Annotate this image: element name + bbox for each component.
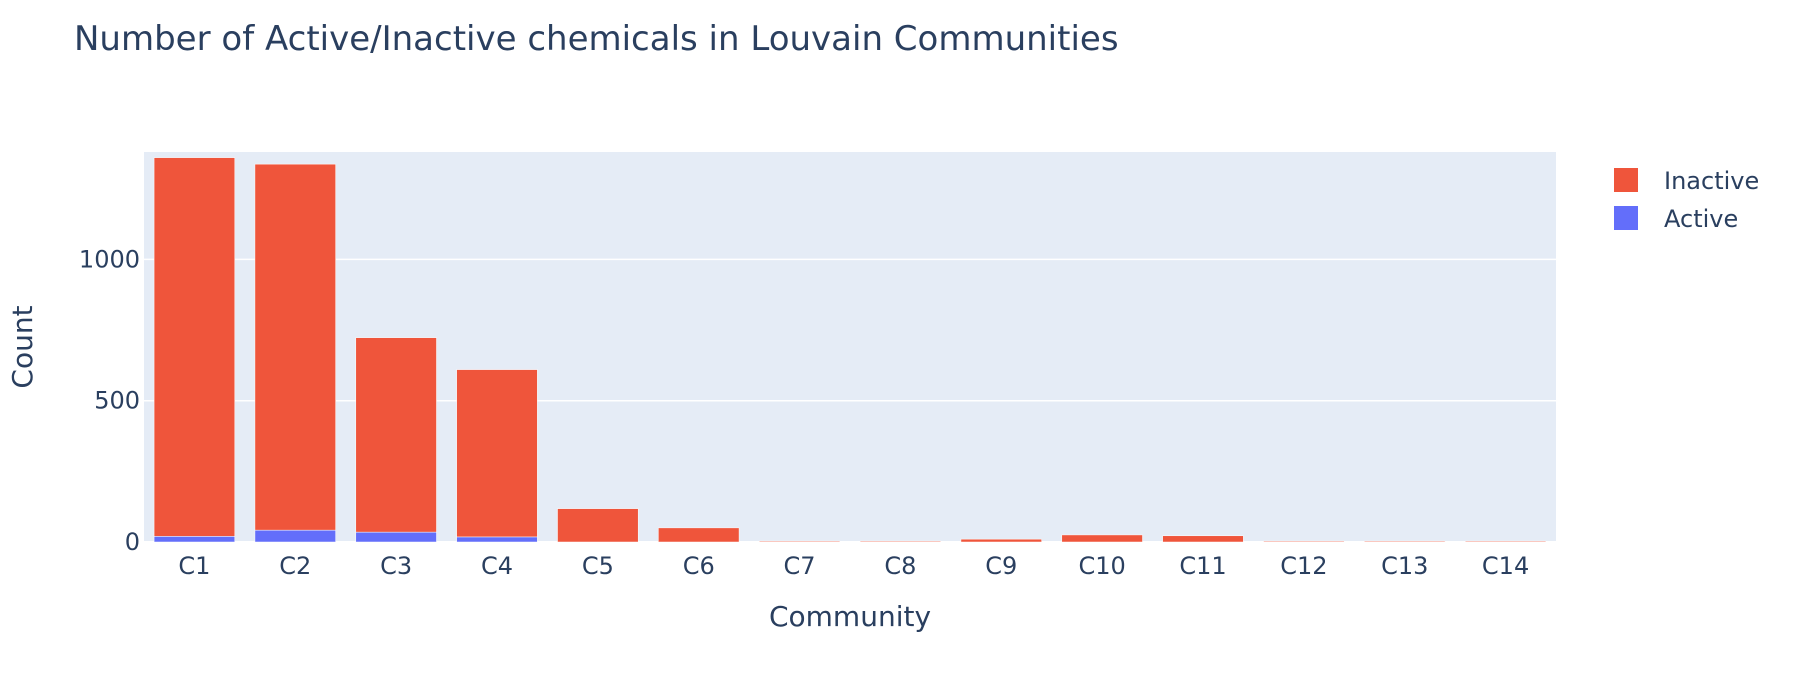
bar-inactive-c4[interactable] — [456, 369, 538, 538]
y-tick-label: 0 — [125, 528, 140, 556]
bar-inactive-c2[interactable] — [254, 163, 336, 531]
bar-active-c4[interactable] — [456, 536, 538, 543]
y-axis-ticks: 0 500 1000 — [79, 245, 140, 556]
x-tick-label: C4 — [481, 552, 513, 580]
y-tick-label: 1000 — [79, 245, 140, 273]
bar-inactive-c9[interactable] — [960, 538, 1042, 543]
legend-label: Inactive — [1664, 167, 1759, 195]
legend-swatch — [1614, 206, 1638, 230]
bar-inactive-c11[interactable] — [1162, 535, 1244, 543]
x-tick-label: C11 — [1179, 552, 1226, 580]
x-axis-ticks: C1 C2 C3 C4 C5 C6 C7 C8 C9 C10 C11 C12 C13 C14 — [178, 552, 1529, 580]
bar-active-c2[interactable] — [254, 529, 336, 543]
bar-inactive-c8[interactable] — [859, 540, 942, 543]
y-tick-label: 500 — [94, 387, 140, 415]
chart-title: Number of Active/Inactive chemicals in L… — [74, 19, 1119, 59]
bar-inactive-c5[interactable] — [557, 508, 639, 543]
x-tick-label: C13 — [1381, 552, 1428, 580]
x-tick-label: C3 — [380, 552, 412, 580]
x-tick-label: C1 — [178, 552, 210, 580]
x-tick-label: C8 — [884, 552, 916, 580]
x-tick-label: C6 — [683, 552, 715, 580]
bars — [153, 157, 1547, 543]
bar-inactive-c13[interactable] — [1364, 540, 1446, 543]
x-tick-label: C14 — [1482, 552, 1529, 580]
bar-active-c1[interactable] — [153, 536, 236, 543]
x-tick-label: C12 — [1280, 552, 1327, 580]
legend-item-inactive[interactable]: Inactive — [1614, 167, 1759, 195]
x-tick-label: C7 — [784, 552, 816, 580]
legend[interactable]: Inactive Active — [1614, 167, 1759, 233]
bar-inactive-c1[interactable] — [153, 157, 236, 537]
x-tick-label: C10 — [1078, 552, 1125, 580]
bar-active-c3[interactable] — [355, 531, 437, 543]
bar-inactive-c14[interactable] — [1464, 540, 1547, 543]
x-tick-label: C9 — [985, 552, 1017, 580]
x-tick-label: C2 — [279, 552, 311, 580]
bar-inactive-c7[interactable] — [758, 540, 841, 543]
bar-inactive-c10[interactable] — [1061, 534, 1143, 543]
bar-inactive-c6[interactable] — [658, 527, 740, 543]
x-axis-title: Community — [769, 600, 931, 633]
legend-label: Active — [1664, 205, 1738, 233]
legend-item-active[interactable]: Active — [1614, 205, 1738, 233]
legend-swatch — [1614, 168, 1638, 192]
x-tick-label: C5 — [582, 552, 614, 580]
y-axis-title: Count — [6, 305, 39, 388]
bar-inactive-c3[interactable] — [355, 337, 437, 533]
bar-inactive-c12[interactable] — [1263, 540, 1345, 543]
